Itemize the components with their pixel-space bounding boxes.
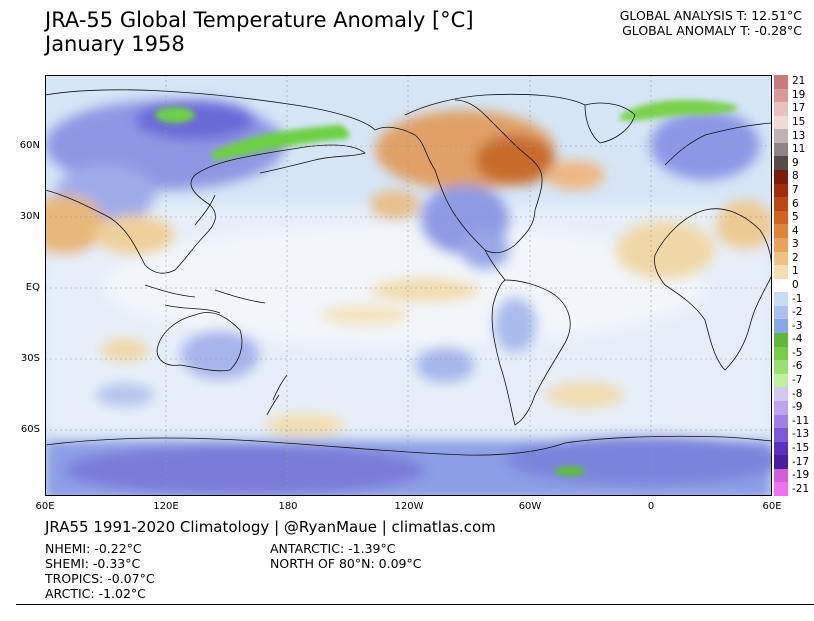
- lon-label-60e-right: 60E: [762, 501, 782, 512]
- colorbar-swatch: [774, 278, 788, 293]
- colorbar-label: -19: [792, 469, 810, 482]
- colorbar-label: 17: [792, 102, 806, 115]
- anomaly-map: [45, 75, 772, 496]
- lon-label-60e: 60E: [35, 501, 55, 512]
- lat-label-60n: 60N: [19, 140, 40, 151]
- colorbar-swatch: [774, 414, 788, 429]
- credit-line: JRA55 1991-2020 Climatology | @RyanMaue …: [45, 518, 496, 536]
- strong-anomalies: [155, 99, 738, 476]
- colorbar-label: -15: [792, 441, 810, 454]
- lon-label-180: 180: [278, 501, 298, 512]
- graticule: [45, 75, 772, 496]
- colorbar-swatch: [774, 129, 788, 144]
- colorbar-swatch: [774, 428, 788, 443]
- colorbar-label: 6: [792, 197, 799, 210]
- lon-label-120w: 120W: [394, 501, 424, 512]
- colorbar-label: 21: [792, 75, 806, 88]
- shemi-stat: SHEMI: -0.33°C: [45, 556, 141, 571]
- colorbar-swatch: [774, 265, 788, 280]
- colorbar-swatch: [774, 102, 788, 117]
- colorbar-swatch: [774, 373, 788, 388]
- region-stats-left: NHEMI: -0.22°C SHEMI: -0.33°C TROPICS: -…: [45, 541, 155, 601]
- colorbar-swatch: [774, 115, 788, 130]
- colorbar: [774, 75, 788, 497]
- global-stats: GLOBAL ANALYSIS T: 12.51°C GLOBAL ANOMAL…: [620, 8, 802, 38]
- colorbar-swatch: [774, 319, 788, 334]
- global-anomaly-temp: GLOBAL ANOMALY T: -0.28°C: [622, 23, 802, 38]
- map-frame: [45, 75, 772, 496]
- antarctic-stat: ANTARCTIC: -1.39°C: [270, 541, 396, 556]
- lat-label-30s: 30S: [20, 353, 40, 364]
- lat-label-30n: 30N: [19, 211, 40, 222]
- footer-rule: [16, 604, 814, 605]
- colorbar-label: 19: [792, 88, 806, 101]
- colorbar-swatch: [774, 400, 788, 415]
- colorbar-label: -13: [792, 428, 810, 441]
- colorbar-label: 0: [792, 279, 799, 291]
- colorbar-swatch: [774, 346, 788, 361]
- colorbar-swatch: [774, 142, 788, 157]
- lon-label-60w: 60W: [518, 501, 542, 512]
- colorbar-swatch: [774, 224, 788, 239]
- region-stats-right: ANTARCTIC: -1.39°C NORTH OF 80°N: 0.09°C: [270, 541, 421, 571]
- colorbar-swatch: [774, 360, 788, 375]
- colorbar-swatch: [774, 305, 788, 320]
- colorbar-label: -2: [792, 306, 803, 319]
- colorbar-swatch: [774, 387, 788, 402]
- colorbar-label: 3: [792, 238, 799, 251]
- colorbar-label: -4: [792, 333, 803, 346]
- colorbar-label: 2: [792, 251, 799, 264]
- colorbar-swatch: [774, 183, 788, 198]
- colorbar-label: -9: [792, 401, 803, 414]
- colorbar-label: 11: [792, 143, 806, 156]
- colorbar-label: -3: [792, 319, 803, 332]
- north80-stat: NORTH OF 80°N: 0.09°C: [270, 556, 422, 571]
- map-title: JRA-55 Global Temperature Anomaly [°C] J…: [45, 8, 474, 56]
- colorbar-label: 15: [792, 116, 806, 129]
- lat-label-60s: 60S: [20, 424, 40, 435]
- lon-label-0: 0: [647, 501, 655, 512]
- colorbar-swatch: [774, 482, 788, 497]
- arctic-stat: ARCTIC: -1.02°C: [45, 586, 146, 601]
- colorbar-label: 8: [792, 170, 799, 183]
- colorbar-label: 13: [792, 129, 806, 142]
- title-line-1: JRA-55 Global Temperature Anomaly [°C]: [45, 8, 474, 32]
- colorbar-label: 4: [792, 224, 799, 237]
- colorbar-label: 5: [792, 211, 799, 224]
- colorbar-label: -6: [792, 360, 803, 373]
- colorbar-label: -11: [792, 414, 810, 427]
- colorbar-label: -5: [792, 346, 803, 359]
- colorbar-swatch: [774, 292, 788, 307]
- coastlines: [45, 89, 772, 456]
- lon-label-120e: 120E: [153, 501, 179, 512]
- colorbar-swatch: [774, 455, 788, 470]
- colorbar-label: 9: [792, 156, 799, 169]
- colorbar-label: 7: [792, 183, 799, 196]
- colorbar-label: -7: [792, 374, 803, 387]
- colorbar-swatch: [774, 197, 788, 212]
- colorbar-swatch: [774, 88, 788, 103]
- colorbar-swatch: [774, 237, 788, 253]
- title-line-2: January 1958: [45, 32, 185, 56]
- tropics-stat: TROPICS: -0.07°C: [45, 571, 155, 586]
- colorbar-label: -17: [792, 455, 810, 468]
- colorbar-label: -21: [792, 482, 810, 495]
- colorbar-swatch: [774, 251, 788, 266]
- global-analysis-temp: GLOBAL ANALYSIS T: 12.51°C: [619, 8, 802, 23]
- colorbar-label: 1: [792, 265, 799, 278]
- colorbar-swatch: [774, 210, 788, 225]
- nhemi-stat: NHEMI: -0.22°C: [45, 541, 142, 556]
- colorbar-swatch: [774, 75, 788, 90]
- colorbar-swatch: [774, 170, 788, 185]
- colorbar-label: -8: [792, 387, 803, 400]
- colorbar-swatch: [774, 333, 788, 348]
- colorbar-swatch: [774, 468, 788, 483]
- colorbar-swatch: [774, 441, 788, 456]
- lat-label-eq: EQ: [25, 282, 40, 293]
- colorbar-label: -1: [792, 292, 803, 305]
- colorbar-swatch: [774, 156, 788, 171]
